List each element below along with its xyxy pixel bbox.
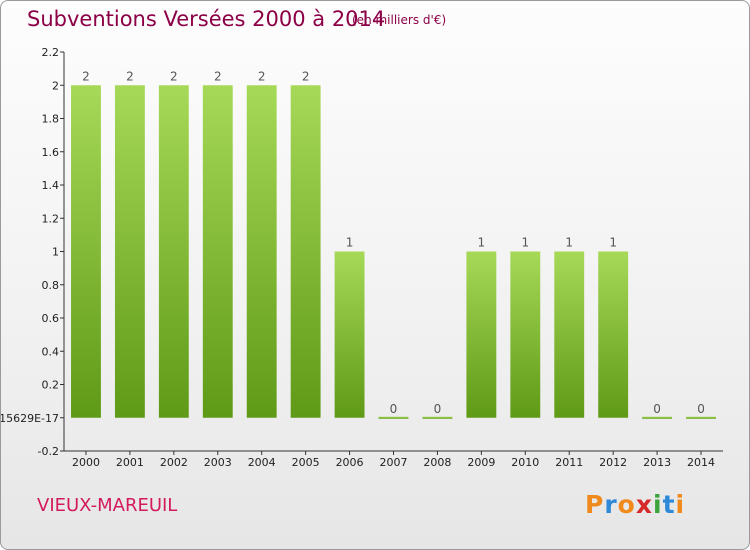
logo-letter: r bbox=[604, 490, 618, 519]
x-tick-label: 2005 bbox=[292, 456, 320, 469]
logo-letter: i bbox=[675, 490, 686, 519]
bar-2008 bbox=[422, 416, 453, 419]
y-tick-label: 1 bbox=[52, 246, 59, 259]
data-label-2004: 2 bbox=[258, 69, 266, 83]
y-tick-label: 2.2 bbox=[42, 46, 60, 59]
x-tick-label: 2013 bbox=[643, 456, 671, 469]
data-label-2010: 1 bbox=[521, 236, 529, 250]
y-tick-label: 1.8 bbox=[42, 113, 60, 126]
data-label-2006: 1 bbox=[346, 236, 354, 250]
bar-2006 bbox=[334, 251, 365, 418]
data-label-2003: 2 bbox=[214, 69, 222, 83]
bar-2009 bbox=[466, 251, 497, 418]
bar-2012 bbox=[598, 251, 629, 418]
y-tick-label: 1.4 bbox=[42, 179, 60, 192]
bar-2005 bbox=[290, 85, 321, 418]
data-label-2000: 2 bbox=[82, 69, 90, 83]
data-label-2014: 0 bbox=[697, 402, 705, 416]
x-tick-label: 2001 bbox=[116, 456, 144, 469]
bar-2000 bbox=[71, 85, 101, 418]
logo-letter: t bbox=[662, 490, 676, 519]
data-label-2002: 2 bbox=[170, 69, 178, 83]
data-label-2013: 0 bbox=[653, 402, 661, 416]
y-tick-label: -0.2 bbox=[38, 445, 59, 458]
bar-2010 bbox=[510, 251, 541, 418]
x-tick-label: 2009 bbox=[467, 456, 495, 469]
data-label-2007: 0 bbox=[390, 402, 398, 416]
data-label-2009: 1 bbox=[478, 236, 486, 250]
logo-letter: x bbox=[635, 490, 653, 519]
bar-2003 bbox=[202, 85, 233, 418]
y-tick-label: 0.4 bbox=[42, 345, 60, 358]
data-label-2012: 1 bbox=[609, 236, 617, 250]
x-tick-label: 2012 bbox=[599, 456, 627, 469]
bar-2007 bbox=[378, 416, 409, 419]
bar-2004 bbox=[246, 85, 277, 418]
y-tick-label: 1.6 bbox=[42, 146, 60, 159]
logo-letter: o bbox=[617, 490, 636, 519]
x-tick-label: 2008 bbox=[423, 456, 451, 469]
y-tick-label: 1.2 bbox=[42, 212, 60, 225]
x-tick-label: 2002 bbox=[160, 456, 188, 469]
data-label-2005: 2 bbox=[302, 69, 310, 83]
bar-2011 bbox=[554, 251, 585, 418]
x-tick-label: 2004 bbox=[248, 456, 276, 469]
data-label-2008: 0 bbox=[434, 402, 442, 416]
x-tick-label: 2014 bbox=[687, 456, 715, 469]
y-tick-label: 0.8 bbox=[42, 279, 60, 292]
x-tick-label: 2006 bbox=[336, 456, 364, 469]
y-tick-label: -1.15629E-17 bbox=[1, 412, 59, 425]
bar-2014 bbox=[686, 416, 716, 419]
x-tick-label: 2011 bbox=[555, 456, 583, 469]
bar-2013 bbox=[642, 416, 673, 419]
logo-letter: P bbox=[585, 490, 605, 519]
data-label-2001: 2 bbox=[126, 69, 134, 83]
y-tick-label: 0.2 bbox=[42, 379, 60, 392]
commune-name: VIEUX-MAREUIL bbox=[37, 495, 178, 516]
x-tick-label: 2000 bbox=[72, 456, 100, 469]
bar-2002 bbox=[158, 85, 189, 418]
x-tick-label: 2010 bbox=[511, 456, 539, 469]
proxiti-logo: Proxiti bbox=[585, 490, 685, 519]
y-tick-label: 0.6 bbox=[42, 312, 60, 325]
x-tick-label: 2007 bbox=[380, 456, 408, 469]
y-tick-label: 2 bbox=[52, 79, 59, 92]
data-label-2011: 1 bbox=[565, 236, 573, 250]
bar-2001 bbox=[114, 85, 145, 418]
logo-letter: i bbox=[653, 490, 663, 519]
x-tick-label: 2003 bbox=[204, 456, 232, 469]
chart-title: Subventions Versées 2000 à 2014 bbox=[27, 7, 386, 31]
chart-subtitle: (en milliers d'€) bbox=[352, 13, 447, 27]
